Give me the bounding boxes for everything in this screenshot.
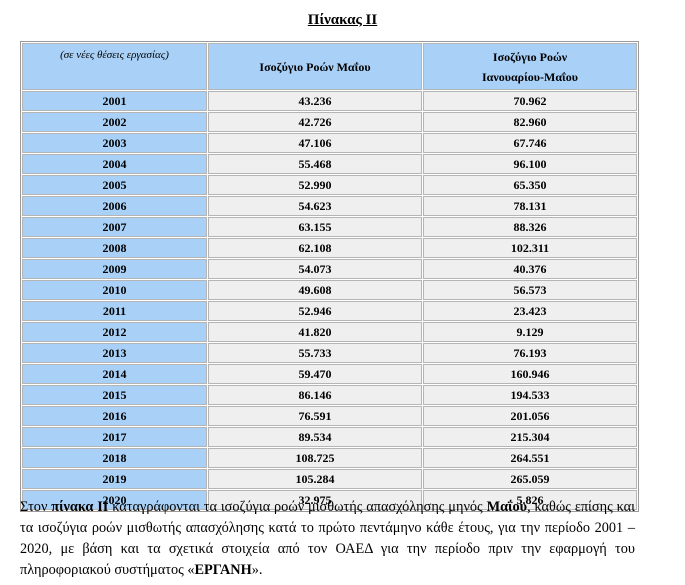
value-cell: 78.131 <box>423 196 637 216</box>
value-cell: 102.311 <box>423 238 637 258</box>
year-cell: 2012 <box>22 322 207 342</box>
table-row: 2013 55.733 76.193 <box>22 343 637 363</box>
value-cell: 54.623 <box>208 196 422 216</box>
table-row: 2017 89.534 215.304 <box>22 427 637 447</box>
value-cell: 76.193 <box>423 343 637 363</box>
table-row: 2003 47.106 67.746 <box>22 133 637 153</box>
value-cell: 265.059 <box>423 469 637 489</box>
value-cell: 264.551 <box>423 448 637 468</box>
table-row: 2011 52.946 23.423 <box>22 301 637 321</box>
value-cell: 52.990 <box>208 175 422 195</box>
table-body: (σε νέες θέσεις εργασίας) Ισοζύγιο Ροών … <box>22 43 637 510</box>
col-header: Ισοζύγιο Ροών Μαΐου <box>208 43 422 90</box>
year-cell: 2005 <box>22 175 207 195</box>
header-row: (σε νέες θέσεις εργασίας) Ισοζύγιο Ροών … <box>22 43 637 90</box>
table-row: 2004 55.468 96.100 <box>22 154 637 174</box>
year-cell: 2011 <box>22 301 207 321</box>
value-cell: 42.726 <box>208 112 422 132</box>
value-cell: 76.591 <box>208 406 422 426</box>
value-cell: 65.350 <box>423 175 637 195</box>
value-cell: 49.608 <box>208 280 422 300</box>
year-cell: 2002 <box>22 112 207 132</box>
table-title: Πίνακας ΙΙ <box>307 12 378 28</box>
value-cell: 41.820 <box>208 322 422 342</box>
value-cell: 32.975 <box>208 490 422 510</box>
value-cell: 82.960 <box>423 112 637 132</box>
year-cell: 2007 <box>22 217 207 237</box>
year-cell: 2004 <box>22 154 207 174</box>
col-header: Ισοζύγιο Ροών Ιανουαρίου-Μαΐου <box>423 43 637 90</box>
table-row: 2007 63.155 88.326 <box>22 217 637 237</box>
table-row: 2009 54.073 40.376 <box>22 259 637 279</box>
value-cell: 63.155 <box>208 217 422 237</box>
text: Στον <box>20 499 52 515</box>
value-cell: 86.146 <box>208 385 422 405</box>
value-cell: 88.326 <box>423 217 637 237</box>
value-cell: 54.073 <box>208 259 422 279</box>
table-row: 2012 41.820 9.129 <box>22 322 637 342</box>
value-cell: 47.106 <box>208 133 422 153</box>
value-cell: 215.304 <box>423 427 637 447</box>
table-row: 2010 49.608 56.573 <box>22 280 637 300</box>
table-row: 2015 86.146 194.533 <box>22 385 637 405</box>
value-cell: 9.129 <box>423 322 637 342</box>
year-cell: 2015 <box>22 385 207 405</box>
value-cell: 23.423 <box>423 301 637 321</box>
year-cell: 2019 <box>22 469 207 489</box>
text: ». <box>251 562 263 578</box>
year-cell: 2001 <box>22 91 207 111</box>
table-row: 2001 43.236 70.962 <box>22 91 637 111</box>
table-row: 2018 108.725 264.551 <box>22 448 637 468</box>
bold-text: ΕΡΓΑΝΗ <box>194 562 252 578</box>
value-cell: 160.946 <box>423 364 637 384</box>
value-cell: 194.533 <box>423 385 637 405</box>
table-row: 2020 32.975 5.826 <box>22 490 637 510</box>
value-cell: 5.826 <box>423 490 637 510</box>
table-row: 2006 54.623 78.131 <box>22 196 637 216</box>
value-cell: 70.962 <box>423 91 637 111</box>
text: καταγράφονται τα ισοζύγια ροών μισθωτής … <box>108 499 487 515</box>
unit-header: (σε νέες θέσεις εργασίας) <box>22 43 207 90</box>
header-line: Ιανουαρίου-Μαΐου <box>482 69 578 84</box>
bold-text: Μαΐου <box>486 499 528 515</box>
value-cell: 62.108 <box>208 238 422 258</box>
year-cell: 2020 <box>22 490 207 510</box>
value-cell: 43.236 <box>208 91 422 111</box>
header-line: Ισοζύγιο Ροών Μαΐου <box>259 59 371 74</box>
year-cell: 2014 <box>22 364 207 384</box>
table-row: 2019 105.284 265.059 <box>22 469 637 489</box>
year-cell: 2009 <box>22 259 207 279</box>
value-cell: 89.534 <box>208 427 422 447</box>
table-row: 2016 76.591 201.056 <box>22 406 637 426</box>
value-cell: 55.733 <box>208 343 422 363</box>
table-row: 2008 62.108 102.311 <box>22 238 637 258</box>
year-cell: 2006 <box>22 196 207 216</box>
paragraph: Στον πίνακα ΙΙ καταγράφονται τα ισοζύγια… <box>20 497 635 581</box>
value-cell: 56.573 <box>423 280 637 300</box>
year-cell: 2010 <box>22 280 207 300</box>
table-row: 2014 59.470 160.946 <box>22 364 637 384</box>
table-row: 2002 42.726 82.960 <box>22 112 637 132</box>
data-table: (σε νέες θέσεις εργασίας) Ισοζύγιο Ροών … <box>20 41 639 512</box>
table-row: 2005 52.990 65.350 <box>22 175 637 195</box>
year-cell: 2016 <box>22 406 207 426</box>
year-cell: 2017 <box>22 427 207 447</box>
value-cell: 201.056 <box>423 406 637 426</box>
value-cell: 55.468 <box>208 154 422 174</box>
year-cell: 2008 <box>22 238 207 258</box>
value-cell: 108.725 <box>208 448 422 468</box>
header-line: Ισοζύγιο Ροών <box>492 49 568 64</box>
value-cell: 40.376 <box>423 259 637 279</box>
bold-text: πίνακα ΙΙ <box>51 499 109 515</box>
year-cell: 2018 <box>22 448 207 468</box>
value-cell: 67.746 <box>423 133 637 153</box>
value-cell: 96.100 <box>423 154 637 174</box>
text: , καθώς επίσης και τα ισοζύγια ροών μισθ… <box>20 499 635 578</box>
value-cell: 52.946 <box>208 301 422 321</box>
year-cell: 2013 <box>22 343 207 363</box>
year-cell: 2003 <box>22 133 207 153</box>
value-cell: 105.284 <box>208 469 422 489</box>
value-cell: 59.470 <box>208 364 422 384</box>
